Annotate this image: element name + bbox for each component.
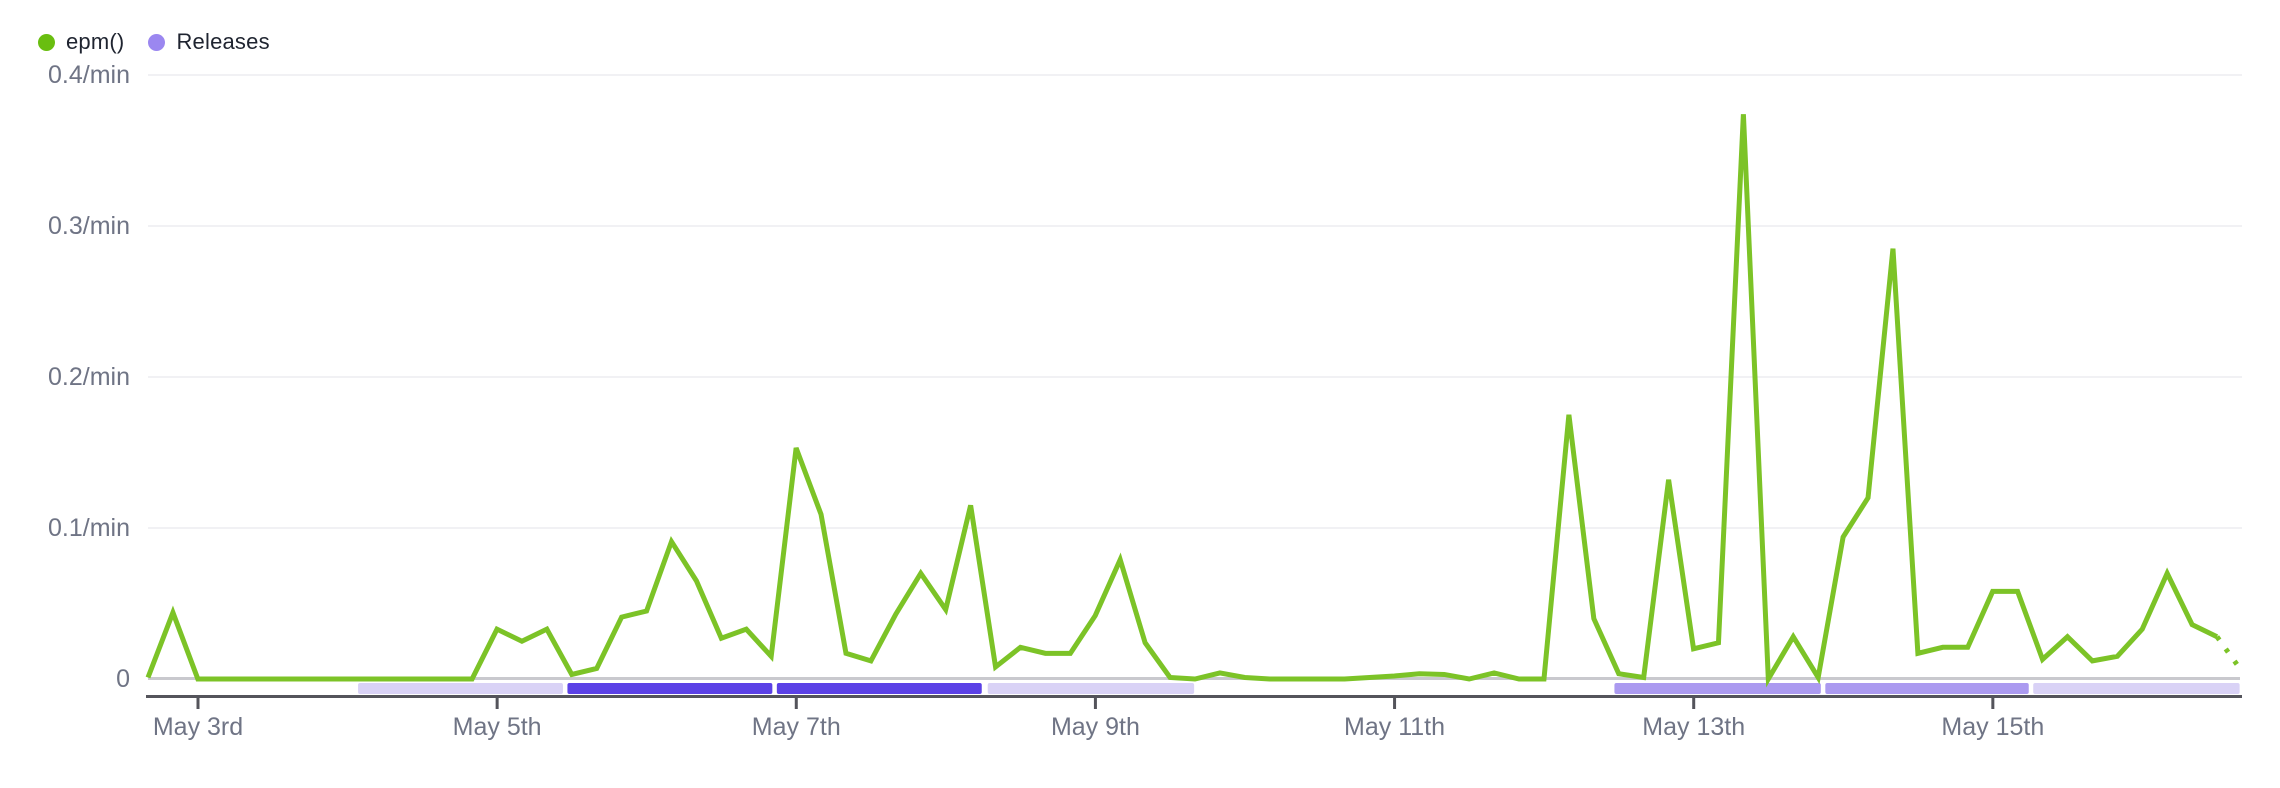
epm-series-line-incomplete [2214,635,2244,673]
epm-series-line [145,114,2219,688]
series-dot-icon [38,33,55,51]
x-axis-label: May 3rd [152,713,244,741]
y-axis-label: 0.4/min [48,61,130,89]
x-axis-tick [1393,695,1397,709]
x-axis-label: May 13th [1642,713,1746,741]
release-band[interactable] [2033,683,2240,694]
release-band[interactable] [1825,683,2029,694]
chart-legend: epm() Releases [38,29,270,55]
legend-label-epm: epm() [66,29,125,54]
release-band[interactable] [358,683,563,694]
releases-dot-icon [148,33,166,51]
x-axis-label: May 7th [751,713,841,741]
legend-item-releases[interactable]: Releases [148,29,270,55]
x-axis-label: May 15th [1941,713,2045,741]
legend-label-releases: Releases [176,29,270,54]
x-axis-tick [1991,695,1995,709]
x-axis-label: May 11th [1344,713,1446,741]
y-axis-label: 0.3/min [48,212,130,240]
x-axis-label: May 5th [452,713,542,741]
y-axis-label: 0 [116,665,130,693]
release-band[interactable] [776,683,982,694]
x-axis-label: May 9th [1050,713,1140,741]
x-axis-tick [495,695,499,709]
x-axis-tick [794,695,798,709]
y-axis-label: 0.1/min [48,514,130,542]
release-band[interactable] [1614,683,1821,694]
x-axis-tick [196,695,200,709]
release-band[interactable] [987,683,1195,694]
release-band[interactable] [567,683,773,694]
y-axis-label: 0.2/min [48,363,130,391]
x-axis-tick [1692,695,1696,709]
x-axis-tick [1093,695,1097,709]
legend-item-epm[interactable]: epm() [38,29,124,55]
x-axis-line [146,695,2242,698]
